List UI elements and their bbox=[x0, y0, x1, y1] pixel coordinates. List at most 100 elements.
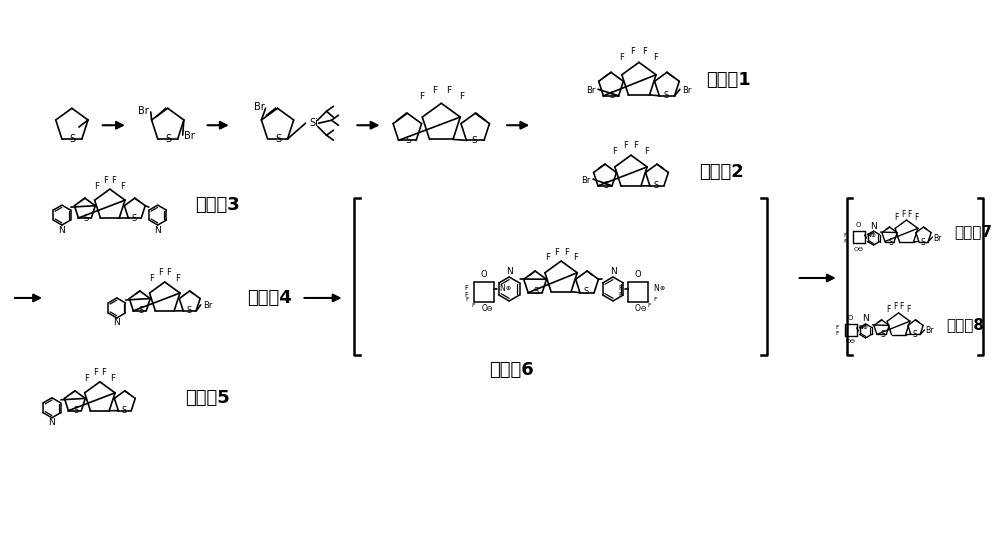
Text: F: F bbox=[914, 213, 919, 221]
Text: Si: Si bbox=[309, 118, 318, 128]
Text: N⊕: N⊕ bbox=[859, 326, 869, 330]
Text: F: F bbox=[645, 147, 649, 156]
Text: F: F bbox=[844, 239, 847, 244]
Text: 化合物1: 化合物1 bbox=[706, 71, 751, 89]
Text: F: F bbox=[901, 210, 906, 219]
Text: F: F bbox=[459, 92, 464, 101]
Text: ⊕: ⊕ bbox=[506, 286, 511, 292]
Text: O: O bbox=[635, 271, 641, 280]
Text: S: S bbox=[131, 214, 136, 222]
Text: F: F bbox=[554, 247, 559, 256]
Text: F: F bbox=[464, 292, 468, 298]
Text: Br: Br bbox=[925, 326, 934, 335]
Text: F: F bbox=[836, 332, 839, 336]
Text: O: O bbox=[856, 222, 861, 228]
Text: F: F bbox=[899, 302, 904, 312]
Text: 化合物8: 化合物8 bbox=[946, 318, 984, 333]
Text: F: F bbox=[471, 303, 475, 308]
Text: S: S bbox=[405, 136, 411, 145]
Text: O: O bbox=[481, 305, 487, 313]
Text: F: F bbox=[465, 298, 469, 302]
Text: S: S bbox=[880, 330, 885, 340]
Text: F: F bbox=[545, 253, 550, 261]
Text: N: N bbox=[653, 285, 659, 293]
Text: Br: Br bbox=[138, 106, 149, 116]
Text: S: S bbox=[275, 134, 282, 144]
Text: O: O bbox=[635, 305, 641, 313]
Text: Br: Br bbox=[933, 234, 942, 242]
Text: N: N bbox=[154, 226, 161, 234]
Text: 化合物4: 化合物4 bbox=[248, 289, 292, 307]
Text: S: S bbox=[920, 238, 925, 247]
Text: S: S bbox=[888, 238, 893, 247]
Text: S: S bbox=[609, 91, 615, 100]
Text: F: F bbox=[564, 247, 569, 256]
Text: OΘ: OΘ bbox=[854, 247, 864, 252]
Text: S: S bbox=[471, 136, 477, 145]
Text: ⊕: ⊕ bbox=[659, 286, 665, 292]
Text: 化合物6: 化合物6 bbox=[489, 361, 534, 379]
Text: F: F bbox=[446, 86, 451, 95]
Text: F: F bbox=[613, 147, 617, 156]
Text: F: F bbox=[643, 47, 647, 56]
Text: F: F bbox=[634, 141, 638, 150]
Text: 化合物2: 化合物2 bbox=[699, 163, 744, 181]
Text: S: S bbox=[121, 406, 126, 415]
Text: F: F bbox=[419, 92, 424, 101]
Text: Br: Br bbox=[203, 301, 212, 310]
Text: S: S bbox=[166, 134, 172, 144]
Text: F: F bbox=[84, 374, 89, 383]
Text: F: F bbox=[647, 303, 651, 308]
Text: F: F bbox=[175, 274, 180, 284]
Text: Θ: Θ bbox=[640, 306, 646, 312]
Text: O: O bbox=[481, 271, 488, 280]
Text: F: F bbox=[464, 285, 468, 291]
Text: Br: Br bbox=[254, 102, 265, 112]
Text: N: N bbox=[610, 267, 616, 276]
Text: N⊕: N⊕ bbox=[867, 233, 877, 238]
Text: F: F bbox=[618, 292, 622, 298]
Text: 化合物5: 化合物5 bbox=[185, 389, 229, 407]
Text: S: S bbox=[73, 406, 79, 415]
Text: F: F bbox=[653, 298, 657, 302]
Text: F: F bbox=[103, 176, 108, 185]
Text: S: S bbox=[653, 181, 659, 190]
Text: N: N bbox=[862, 314, 869, 323]
Text: F: F bbox=[836, 326, 839, 330]
Text: S: S bbox=[83, 214, 88, 222]
Text: N: N bbox=[59, 226, 65, 234]
Text: Br: Br bbox=[682, 86, 692, 95]
Text: S: S bbox=[912, 330, 917, 340]
Text: N: N bbox=[506, 267, 513, 276]
Text: F: F bbox=[110, 374, 115, 383]
Text: N: N bbox=[499, 285, 505, 293]
Text: F: F bbox=[886, 306, 891, 314]
Text: F: F bbox=[631, 47, 635, 56]
Text: 化合物3: 化合物3 bbox=[195, 196, 239, 214]
Text: F: F bbox=[93, 368, 98, 377]
Text: F: F bbox=[893, 302, 898, 312]
Text: S: S bbox=[583, 287, 589, 296]
Text: F: F bbox=[620, 53, 624, 62]
Text: F: F bbox=[149, 274, 154, 284]
Text: F: F bbox=[120, 181, 125, 191]
Text: F: F bbox=[624, 141, 628, 150]
Text: F: F bbox=[653, 53, 658, 62]
Text: S: S bbox=[663, 91, 669, 100]
Text: F: F bbox=[166, 268, 171, 278]
Text: S: S bbox=[138, 306, 143, 315]
Text: OΘ: OΘ bbox=[846, 339, 856, 345]
Text: S: S bbox=[534, 287, 539, 296]
Text: F: F bbox=[906, 306, 911, 314]
Text: N: N bbox=[870, 221, 877, 231]
Text: S: S bbox=[186, 306, 191, 315]
Text: F: F bbox=[844, 233, 847, 238]
Text: Br: Br bbox=[586, 86, 596, 95]
Text: F: F bbox=[894, 213, 899, 221]
Text: O: O bbox=[848, 315, 853, 321]
Text: S: S bbox=[603, 181, 609, 190]
Text: F: F bbox=[432, 86, 437, 95]
Text: Br: Br bbox=[581, 176, 591, 185]
Text: F: F bbox=[111, 176, 116, 185]
Text: F: F bbox=[618, 285, 622, 291]
